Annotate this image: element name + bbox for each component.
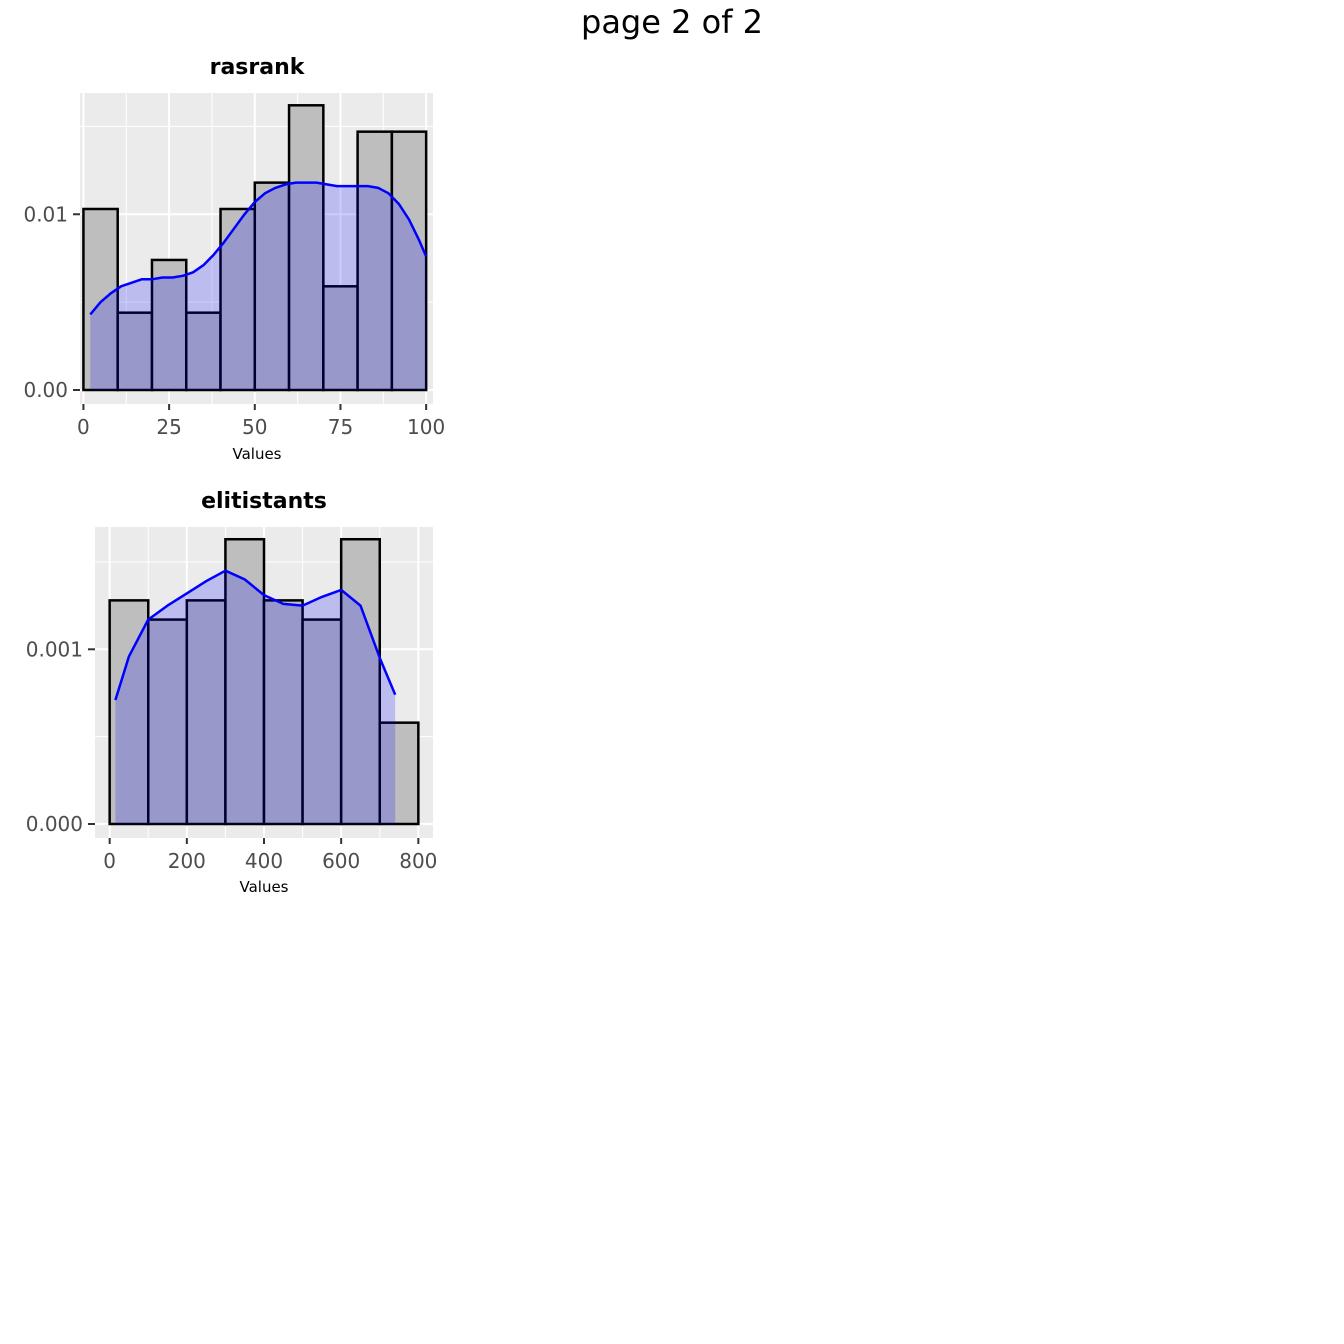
x-tick-label: 50 bbox=[242, 415, 267, 439]
x-tick-label: 400 bbox=[245, 849, 283, 873]
x-tick-label: 800 bbox=[399, 849, 437, 873]
page-title: page 2 of 2 bbox=[581, 3, 763, 41]
y-tick-label: 0.01 bbox=[23, 202, 68, 226]
x-axis-title: Values bbox=[232, 445, 281, 463]
chart-title: rasrank bbox=[210, 55, 306, 80]
histogram-bar-2 bbox=[116, 311, 154, 392]
histogram-bar-7 bbox=[287, 104, 325, 392]
chart-panel-elitistants: 0 200 400 600 800 0.000 0.001 elitistants Values bbox=[26, 489, 438, 896]
histogram-bar-7 bbox=[339, 537, 382, 826]
histogram-bar-6 bbox=[301, 618, 343, 826]
x-axis-title: Values bbox=[239, 878, 288, 896]
density-curve bbox=[114, 569, 397, 701]
y-tick-label: 0.001 bbox=[26, 637, 83, 661]
histogram-bar-8 bbox=[378, 721, 420, 826]
x-tick-label: 200 bbox=[168, 849, 206, 873]
x-tick-label: 25 bbox=[156, 415, 181, 439]
histogram-bar-10 bbox=[390, 130, 428, 392]
chart-panel-rasrank: 0 25 50 75 100 0.00 0.01 rasrank Values bbox=[23, 55, 445, 463]
histogram-bar-4 bbox=[224, 537, 266, 826]
density-curve bbox=[89, 181, 428, 316]
y-tick-label: 0.00 bbox=[23, 378, 68, 402]
histogram-bar-3 bbox=[185, 599, 227, 826]
histogram-bar-1 bbox=[82, 207, 119, 392]
x-tick-label: 0 bbox=[77, 415, 90, 439]
x-tick-label: 600 bbox=[322, 849, 360, 873]
y-tick-label: 0.000 bbox=[26, 812, 83, 836]
histogram-bar-8 bbox=[322, 285, 359, 392]
x-tick-label: 0 bbox=[103, 849, 116, 873]
x-tick-label: 100 bbox=[407, 415, 445, 439]
chart-title: elitistants bbox=[201, 489, 327, 514]
x-tick-label: 75 bbox=[328, 415, 353, 439]
density-area bbox=[90, 182, 427, 390]
histogram-bar-2 bbox=[146, 618, 189, 826]
density-area bbox=[115, 570, 396, 824]
histogram-bar-9 bbox=[356, 130, 394, 392]
histogram-bar-3 bbox=[150, 258, 188, 392]
histogram-bar-5 bbox=[262, 599, 304, 826]
